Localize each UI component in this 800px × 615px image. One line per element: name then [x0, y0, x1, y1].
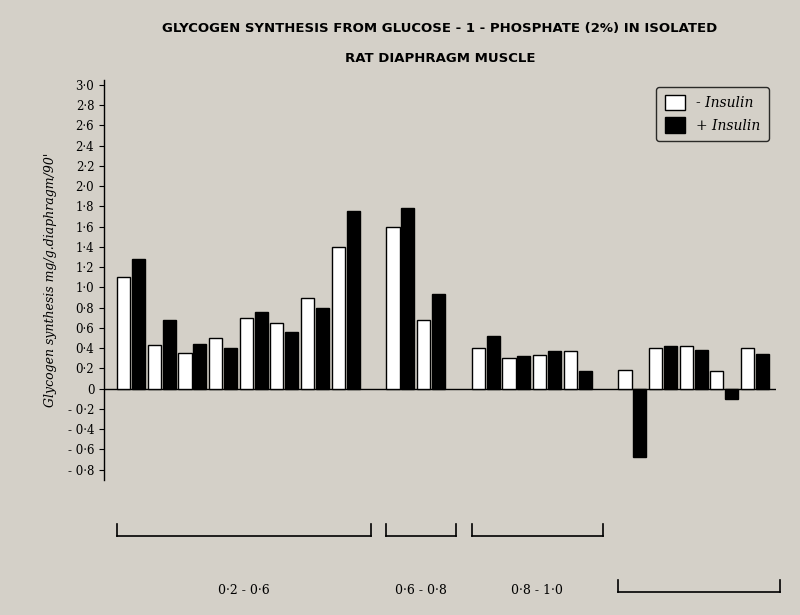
Bar: [741, 348, 754, 389]
Legend: - Insulin, + Insulin: - Insulin, + Insulin: [656, 87, 769, 141]
Bar: [316, 308, 329, 389]
Text: 0·2 - 0·6: 0·2 - 0·6: [218, 584, 270, 597]
Bar: [132, 259, 145, 389]
Bar: [301, 298, 314, 389]
Bar: [548, 351, 561, 389]
Text: 0·8 - 1·0: 0·8 - 1·0: [511, 584, 563, 597]
Bar: [486, 336, 500, 389]
Bar: [209, 338, 222, 389]
Bar: [664, 346, 677, 389]
Bar: [432, 295, 445, 389]
Bar: [726, 389, 738, 399]
Text: 0·6 - 0·8: 0·6 - 0·8: [395, 584, 447, 597]
Bar: [402, 208, 414, 389]
Bar: [286, 332, 298, 389]
Bar: [332, 247, 345, 389]
Bar: [502, 359, 515, 389]
Bar: [649, 348, 662, 389]
Bar: [472, 348, 485, 389]
Bar: [518, 356, 530, 389]
Bar: [240, 318, 253, 389]
Bar: [270, 323, 283, 389]
Bar: [224, 348, 237, 389]
Bar: [564, 351, 577, 389]
Bar: [148, 345, 161, 389]
Bar: [578, 371, 592, 389]
Bar: [162, 320, 176, 389]
Bar: [533, 355, 546, 389]
Y-axis label: Glycogen synthesis mg/g.diaphragm/90': Glycogen synthesis mg/g.diaphragm/90': [44, 153, 57, 407]
Bar: [710, 371, 723, 389]
Text: RAT DIAPHRAGM MUSCLE: RAT DIAPHRAGM MUSCLE: [345, 52, 535, 65]
Bar: [756, 354, 769, 389]
Bar: [386, 227, 399, 389]
Bar: [117, 277, 130, 389]
Bar: [694, 350, 708, 389]
Bar: [618, 370, 631, 389]
Bar: [194, 344, 206, 389]
Text: GLYCOGEN SYNTHESIS FROM GLUCOSE - 1 - PHOSPHATE (2%) IN ISOLATED: GLYCOGEN SYNTHESIS FROM GLUCOSE - 1 - PH…: [162, 22, 718, 34]
Bar: [254, 312, 268, 389]
Bar: [417, 320, 430, 389]
Bar: [680, 346, 693, 389]
Bar: [346, 210, 360, 389]
Bar: [178, 353, 191, 389]
Bar: [634, 389, 646, 458]
